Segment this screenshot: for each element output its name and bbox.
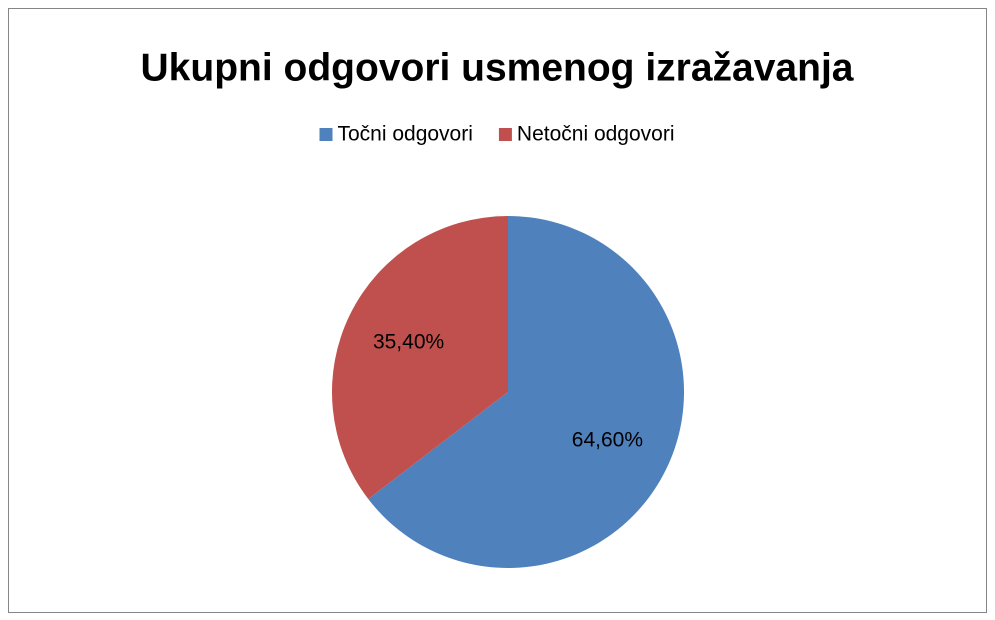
legend-swatch: [319, 128, 333, 141]
data-label: 64,60%: [572, 429, 643, 452]
legend-label: Točni odgovori: [337, 123, 472, 146]
legend-label: Netočni odgovori: [517, 123, 675, 146]
pie-slice: [368, 216, 684, 569]
pie-slice: [332, 216, 508, 499]
data-label: 35,40%: [373, 330, 444, 353]
legend-swatch: [498, 128, 512, 141]
chart-title: Ukupni odgovori usmenog izražavanja: [141, 46, 854, 89]
